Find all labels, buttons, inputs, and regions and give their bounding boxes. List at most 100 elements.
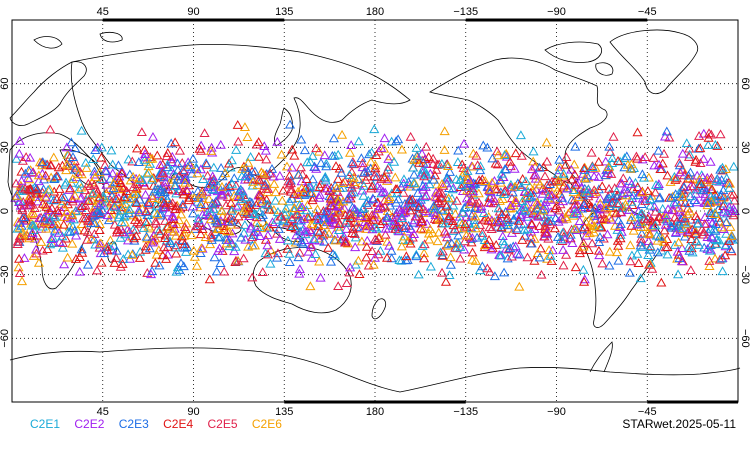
observation-marker (347, 202, 358, 212)
observation-marker (690, 226, 702, 236)
observation-marker (712, 140, 723, 150)
observation-marker (496, 250, 507, 260)
observation-marker (170, 137, 181, 147)
observation-marker (458, 162, 469, 172)
observation-marker (346, 158, 357, 168)
observation-marker (14, 231, 25, 241)
observation-marker (74, 252, 85, 262)
observation-marker (12, 239, 23, 248)
observation-marker (526, 205, 537, 215)
observation-marker (254, 174, 265, 184)
observation-marker (543, 233, 554, 243)
observation-marker (638, 222, 649, 231)
observation-marker (391, 136, 402, 146)
observation-marker (286, 162, 298, 172)
observation-marker (619, 153, 630, 162)
observation-marker (443, 193, 454, 203)
observation-marker (233, 211, 244, 221)
observation-marker (353, 136, 364, 146)
observation-marker (206, 142, 217, 152)
coast-eurasia (70, 43, 411, 215)
observation-marker (382, 174, 393, 184)
observation-marker (637, 169, 648, 179)
observation-marker (180, 177, 191, 187)
observation-marker (644, 194, 656, 204)
observation-marker (596, 209, 607, 218)
observation-marker (459, 236, 470, 246)
observation-marker (625, 163, 636, 173)
observation-marker (289, 150, 300, 160)
observation-marker (116, 166, 128, 176)
observation-marker (482, 263, 493, 273)
observation-marker (140, 244, 151, 254)
observation-marker (569, 208, 580, 218)
lon-tick-label-top: −135 (453, 6, 478, 18)
observation-marker (154, 260, 165, 270)
observation-marker (546, 256, 557, 265)
observation-marker (392, 184, 403, 193)
observation-marker (166, 200, 177, 210)
observation-marker (721, 217, 732, 226)
observation-marker (248, 176, 259, 186)
observation-marker (323, 242, 334, 252)
observation-marker (705, 156, 716, 166)
observation-marker (128, 224, 139, 234)
observation-marker (673, 202, 685, 212)
observation-marker (240, 234, 251, 244)
observation-marker (443, 161, 454, 171)
observation-marker (327, 150, 338, 160)
observation-marker (83, 196, 94, 206)
observation-marker (302, 211, 313, 221)
observation-marker (214, 243, 225, 253)
observation-marker (505, 179, 516, 189)
observation-marker (568, 224, 579, 234)
observation-marker (505, 201, 516, 210)
observation-marker (77, 201, 88, 211)
observation-marker (215, 258, 226, 268)
observation-marker (612, 156, 624, 165)
observation-marker (284, 119, 296, 129)
observation-marker (30, 183, 42, 193)
observation-marker (646, 221, 657, 231)
observation-marker (427, 158, 439, 168)
observation-marker (653, 211, 664, 221)
observation-marker (159, 187, 170, 197)
observation-marker (691, 184, 702, 194)
observation-marker (569, 199, 580, 209)
observation-marker (28, 250, 39, 260)
observation-marker (294, 268, 305, 278)
observation-marker (526, 238, 537, 248)
observation-marker (579, 163, 590, 173)
observation-marker (407, 153, 418, 163)
observation-marker (473, 175, 485, 185)
observation-marker (344, 208, 356, 218)
observation-marker (338, 196, 349, 206)
observation-marker (372, 204, 384, 214)
observation-marker (307, 195, 318, 205)
observation-marker (605, 147, 616, 156)
observation-marker (419, 239, 430, 249)
observation-marker (65, 183, 76, 193)
observation-marker (631, 151, 642, 161)
observation-marker (150, 257, 161, 267)
observation-marker (436, 267, 448, 277)
lat-tick-label-left: 0 (0, 208, 11, 214)
observation-marker (723, 236, 735, 245)
observation-marker (92, 265, 103, 275)
observation-marker (208, 204, 219, 213)
observation-marker (94, 239, 105, 248)
observation-marker (724, 178, 735, 188)
observation-marker (593, 156, 604, 166)
observation-marker (81, 163, 92, 172)
observation-marker (455, 241, 466, 251)
observation-marker (468, 148, 479, 158)
observation-marker (204, 274, 215, 284)
observation-marker (307, 174, 318, 184)
observation-marker (546, 176, 558, 186)
observation-marker (446, 238, 457, 248)
lat-tick-label-right: −30 (739, 265, 750, 284)
observation-marker (14, 222, 25, 232)
observation-marker (354, 269, 365, 279)
observation-marker (376, 188, 387, 198)
observation-marker (445, 252, 456, 262)
